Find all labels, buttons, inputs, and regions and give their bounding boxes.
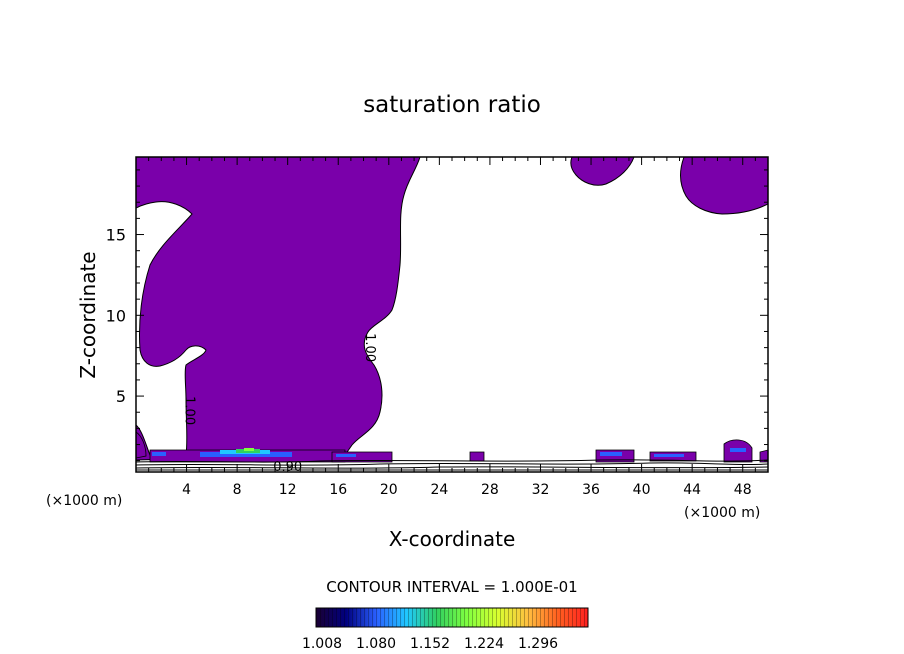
supersaturated-region-left bbox=[136, 157, 421, 461]
supersaturated-region-top-mid bbox=[570, 157, 635, 186]
colorbar bbox=[315, 607, 589, 628]
supersaturated-region-top-right bbox=[680, 157, 768, 215]
y-tick-label: 5 bbox=[116, 387, 126, 406]
colorbar-hatch bbox=[316, 608, 588, 627]
contour-labels: 1.00 1.00 0.90 bbox=[181, 333, 377, 475]
x-tick-label: 16 bbox=[329, 482, 347, 498]
x-tick-label: 4 bbox=[182, 482, 191, 498]
contour-label: 1.00 bbox=[181, 396, 196, 425]
contour-interval-text: CONTOUR INTERVAL = 1.000E-01 bbox=[326, 578, 577, 596]
x-tick-label: 48 bbox=[734, 482, 752, 498]
y-axis-ticks: 5 10 15 bbox=[106, 169, 768, 462]
colorbar-labels: 1.008 1.080 1.152 1.224 1.296 bbox=[302, 636, 558, 652]
contour-label: 1.00 bbox=[362, 333, 377, 362]
y-tick-label: 10 bbox=[106, 306, 126, 325]
x-tick-label: 24 bbox=[430, 482, 448, 498]
contour-fill-regions bbox=[136, 157, 768, 471]
colorbar-label: 1.080 bbox=[356, 636, 396, 652]
surface-contour-lines bbox=[136, 459, 768, 471]
x-unit-label-right: (×1000 m) bbox=[684, 505, 760, 521]
x-tick-label: 40 bbox=[633, 482, 651, 498]
colorbar-label: 1.296 bbox=[518, 636, 558, 652]
high-value-speckles bbox=[152, 448, 746, 457]
y-tick-label: 15 bbox=[106, 226, 126, 245]
y-axis-label: Z-coordinate bbox=[76, 251, 100, 378]
x-tick-label: 32 bbox=[532, 482, 550, 498]
x-tick-label: 12 bbox=[279, 482, 297, 498]
contour-label: 0.90 bbox=[273, 460, 302, 475]
colorbar-label: 1.008 bbox=[302, 636, 342, 652]
x-tick-label: 44 bbox=[683, 482, 701, 498]
x-unit-label-left: (×1000 m) bbox=[46, 493, 122, 509]
chart-title: saturation ratio bbox=[363, 92, 541, 118]
x-axis-ticks: 4 8 12 16 20 24 28 32 36 40 44 48 bbox=[148, 157, 756, 498]
colorbar-label: 1.224 bbox=[464, 636, 504, 652]
x-tick-label: 20 bbox=[380, 482, 398, 498]
x-tick-label: 28 bbox=[481, 482, 499, 498]
x-tick-label: 8 bbox=[233, 482, 242, 498]
x-axis-label: X-coordinate bbox=[389, 527, 516, 551]
x-tick-label: 36 bbox=[582, 482, 600, 498]
colorbar-frame bbox=[315, 607, 589, 628]
colorbar-label: 1.152 bbox=[410, 636, 450, 652]
